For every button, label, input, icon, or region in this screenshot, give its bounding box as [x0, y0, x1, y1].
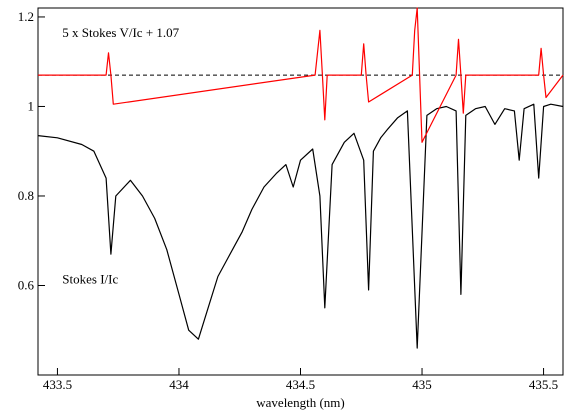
y-tick-label: 1.2: [18, 9, 34, 24]
plot-frame: [37, 7, 564, 376]
y-tick-label: 0.6: [18, 277, 35, 292]
series-layer: [37, 7, 564, 349]
annotation-stokes-i: Stokes I/Ic: [62, 271, 118, 286]
series-line-stokes-v: [38, 7, 564, 143]
x-tick-label: 434: [169, 377, 189, 392]
y-tick-label: 0.8: [18, 188, 34, 203]
annotation-stokes-v: 5 x Stokes V/Ic + 1.07: [62, 25, 179, 40]
x-tick-label: 434.5: [286, 377, 315, 392]
y-tick-label: 1: [28, 98, 35, 113]
series-line-stokes-i: [37, 103, 564, 349]
ticks-layer: 433.5 434 434.5 435 435.5 0.6 0.8 1 1.2: [18, 9, 558, 392]
x-tick-label: 435.5: [529, 377, 558, 392]
x-axis-label: wavelength (nm): [256, 395, 344, 410]
x-tick-label: 433.5: [43, 377, 72, 392]
x-tick-label: 435: [412, 377, 432, 392]
